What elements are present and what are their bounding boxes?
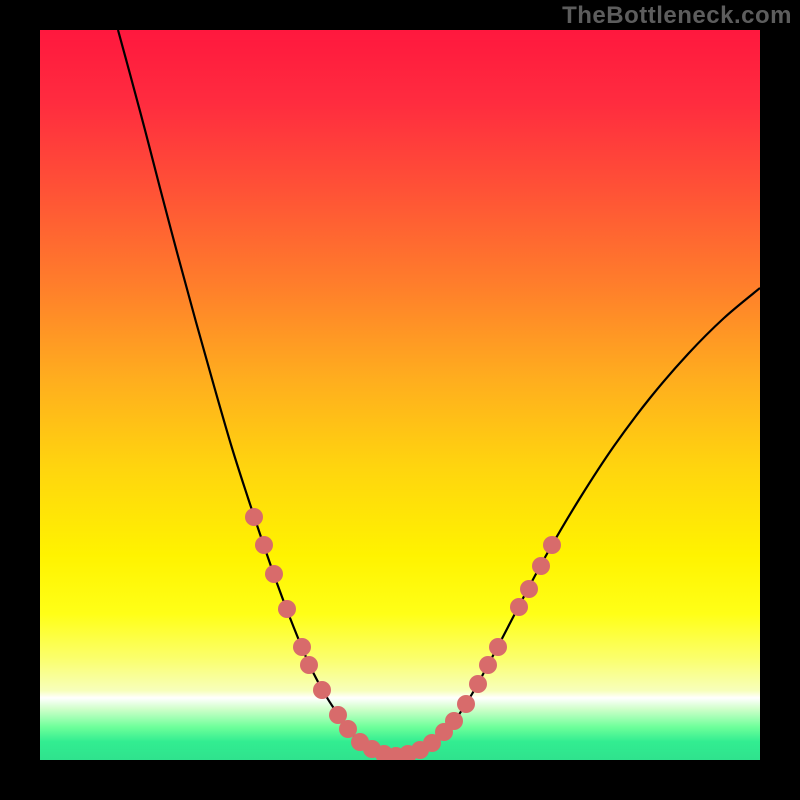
curve-marker — [278, 600, 296, 618]
curve-marker — [489, 638, 507, 656]
curve-marker — [532, 557, 550, 575]
curve-marker — [510, 598, 528, 616]
chart-stage: TheBottleneck.com — [0, 0, 800, 800]
curve-marker — [293, 638, 311, 656]
curve-marker — [265, 565, 283, 583]
curve-marker — [300, 656, 318, 674]
curve-marker — [313, 681, 331, 699]
curve-marker — [255, 536, 273, 554]
bottleneck-chart — [0, 0, 800, 800]
curve-marker — [520, 580, 538, 598]
watermark-text: TheBottleneck.com — [562, 2, 792, 30]
curve-marker — [245, 508, 263, 526]
curve-marker — [479, 656, 497, 674]
curve-marker — [469, 675, 487, 693]
curve-marker — [445, 712, 463, 730]
curve-marker — [543, 536, 561, 554]
curve-marker — [457, 695, 475, 713]
